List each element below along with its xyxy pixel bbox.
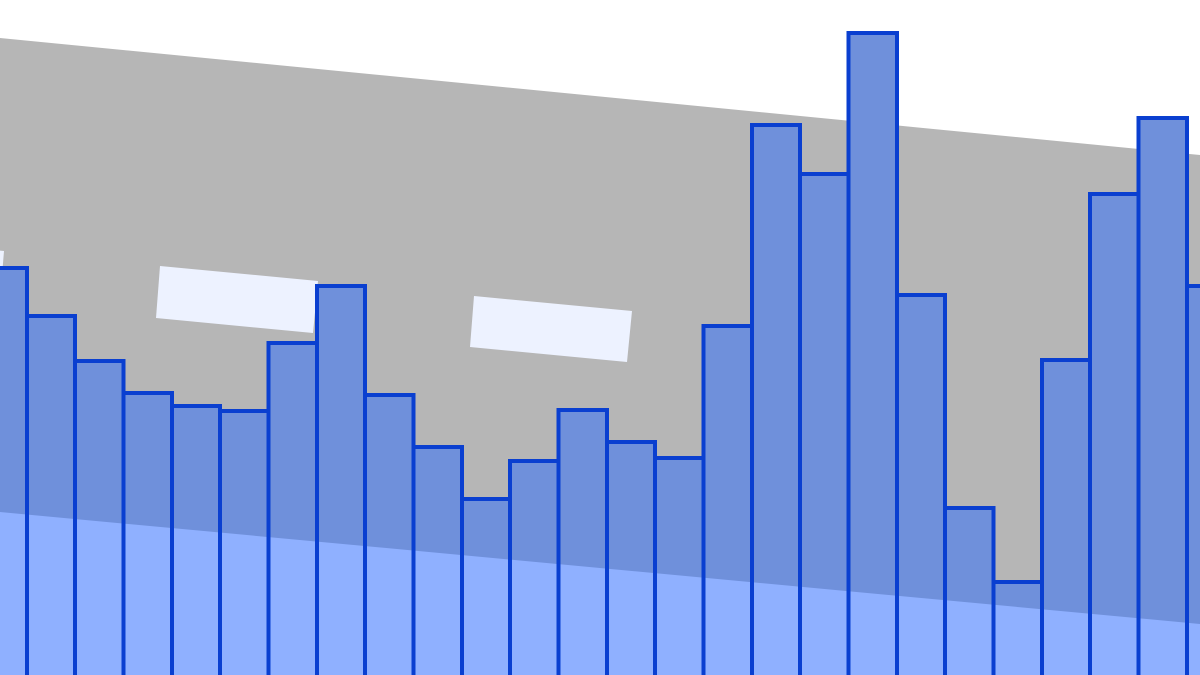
bar xyxy=(1186,286,1200,675)
bar-lower-tint xyxy=(0,512,27,675)
label-box xyxy=(470,296,632,362)
bar-outline xyxy=(894,293,948,675)
label-box xyxy=(156,266,318,333)
bar-lower-tint xyxy=(123,512,172,675)
bar-lower-tint xyxy=(26,512,76,675)
bar xyxy=(1090,194,1139,675)
bar-outline xyxy=(1184,284,1200,675)
bar-lower-tint xyxy=(171,512,221,675)
bar xyxy=(848,33,897,675)
bar-outline-series xyxy=(0,31,1200,675)
bar xyxy=(1138,118,1187,675)
bar-lower-tint xyxy=(75,512,124,675)
bar-lower-tint xyxy=(220,512,269,675)
